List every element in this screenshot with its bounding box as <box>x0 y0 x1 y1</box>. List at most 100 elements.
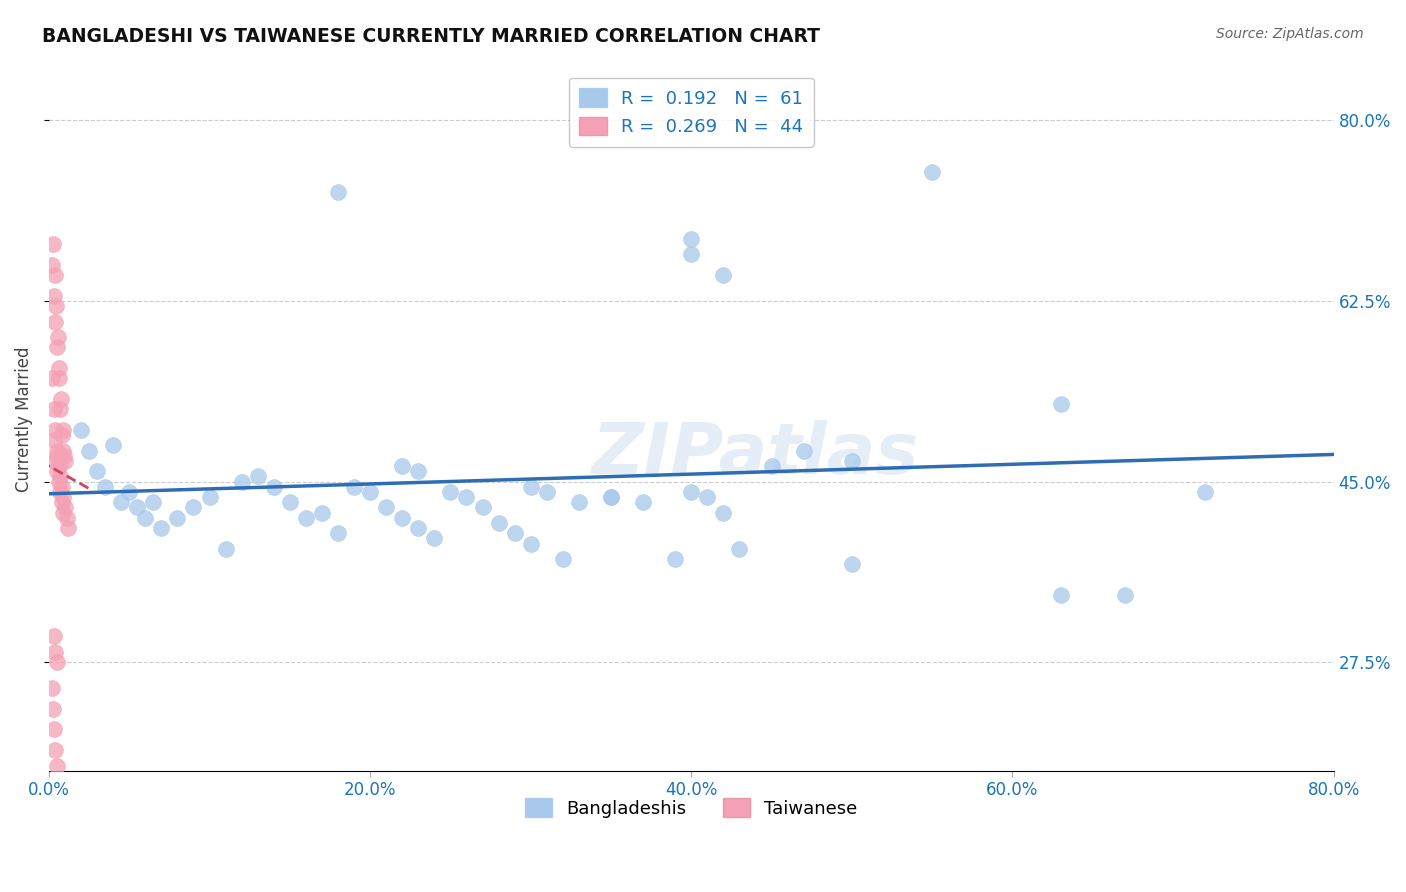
Point <box>49 469 72 483</box>
Point <box>551 552 574 566</box>
Point <box>44 645 66 659</box>
Point <box>48 475 70 489</box>
Point <box>391 510 413 524</box>
Point <box>631 495 654 509</box>
Point <box>841 454 863 468</box>
Point <box>375 500 398 515</box>
Point <box>42 630 65 644</box>
Point <box>52 443 75 458</box>
Point <box>52 506 75 520</box>
Point <box>536 484 558 499</box>
Point <box>519 536 541 550</box>
Point <box>488 516 510 530</box>
Point <box>183 500 205 515</box>
Point <box>51 480 73 494</box>
Point <box>42 434 65 448</box>
Point <box>231 475 253 489</box>
Point <box>46 464 69 478</box>
Point <box>198 490 221 504</box>
Point <box>46 340 69 354</box>
Point <box>456 490 478 504</box>
Point <box>664 552 686 566</box>
Point <box>110 495 132 509</box>
Point <box>46 655 69 669</box>
Point <box>263 480 285 494</box>
Point <box>42 288 65 302</box>
Point <box>94 480 117 494</box>
Point <box>713 506 735 520</box>
Point <box>41 371 63 385</box>
Point <box>503 526 526 541</box>
Point <box>46 443 69 458</box>
Point <box>52 490 75 504</box>
Point <box>118 484 141 499</box>
Legend: Bangladeshis, Taiwanese: Bangladeshis, Taiwanese <box>517 791 865 825</box>
Point <box>44 423 66 437</box>
Point <box>42 402 65 417</box>
Point <box>150 521 173 535</box>
Text: Source: ZipAtlas.com: Source: ZipAtlas.com <box>1216 27 1364 41</box>
Point <box>471 500 494 515</box>
Point <box>423 532 446 546</box>
Point <box>1114 588 1136 602</box>
Point <box>77 443 100 458</box>
Point <box>359 484 381 499</box>
Point <box>86 464 108 478</box>
Point <box>439 484 461 499</box>
Point <box>41 258 63 272</box>
Point <box>46 449 69 463</box>
Point <box>44 268 66 282</box>
Point <box>45 299 67 313</box>
Point <box>696 490 718 504</box>
Point <box>391 459 413 474</box>
Point <box>46 330 69 344</box>
Point <box>48 371 70 385</box>
Point <box>44 743 66 757</box>
Point <box>278 495 301 509</box>
Point <box>568 495 591 509</box>
Point <box>42 237 65 252</box>
Point <box>681 247 703 261</box>
Point <box>326 186 349 200</box>
Point <box>600 490 623 504</box>
Point <box>44 454 66 468</box>
Point <box>48 459 70 474</box>
Point <box>921 165 943 179</box>
Point <box>295 510 318 524</box>
Point <box>713 268 735 282</box>
Point <box>42 723 65 737</box>
Point <box>53 500 76 515</box>
Point <box>134 510 156 524</box>
Point <box>44 314 66 328</box>
Point <box>55 510 77 524</box>
Point <box>408 464 430 478</box>
Point <box>58 521 80 535</box>
Point <box>51 495 73 509</box>
Point <box>49 484 72 499</box>
Point <box>1049 397 1071 411</box>
Point <box>103 438 125 452</box>
Point <box>52 423 75 437</box>
Point <box>246 469 269 483</box>
Point <box>600 490 623 504</box>
Point <box>142 495 165 509</box>
Point <box>127 500 149 515</box>
Point <box>841 557 863 571</box>
Y-axis label: Currently Married: Currently Married <box>15 347 32 492</box>
Point <box>46 758 69 772</box>
Point <box>70 423 93 437</box>
Point <box>214 541 236 556</box>
Point <box>326 526 349 541</box>
Point <box>761 459 783 474</box>
Text: BANGLADESHI VS TAIWANESE CURRENTLY MARRIED CORRELATION CHART: BANGLADESHI VS TAIWANESE CURRENTLY MARRI… <box>42 27 820 45</box>
Point <box>53 454 76 468</box>
Point <box>681 484 703 499</box>
Point <box>48 361 70 376</box>
Point <box>311 506 333 520</box>
Point <box>49 402 72 417</box>
Point <box>49 392 72 406</box>
Point <box>408 521 430 535</box>
Point <box>519 480 541 494</box>
Point <box>681 232 703 246</box>
Point <box>166 510 188 524</box>
